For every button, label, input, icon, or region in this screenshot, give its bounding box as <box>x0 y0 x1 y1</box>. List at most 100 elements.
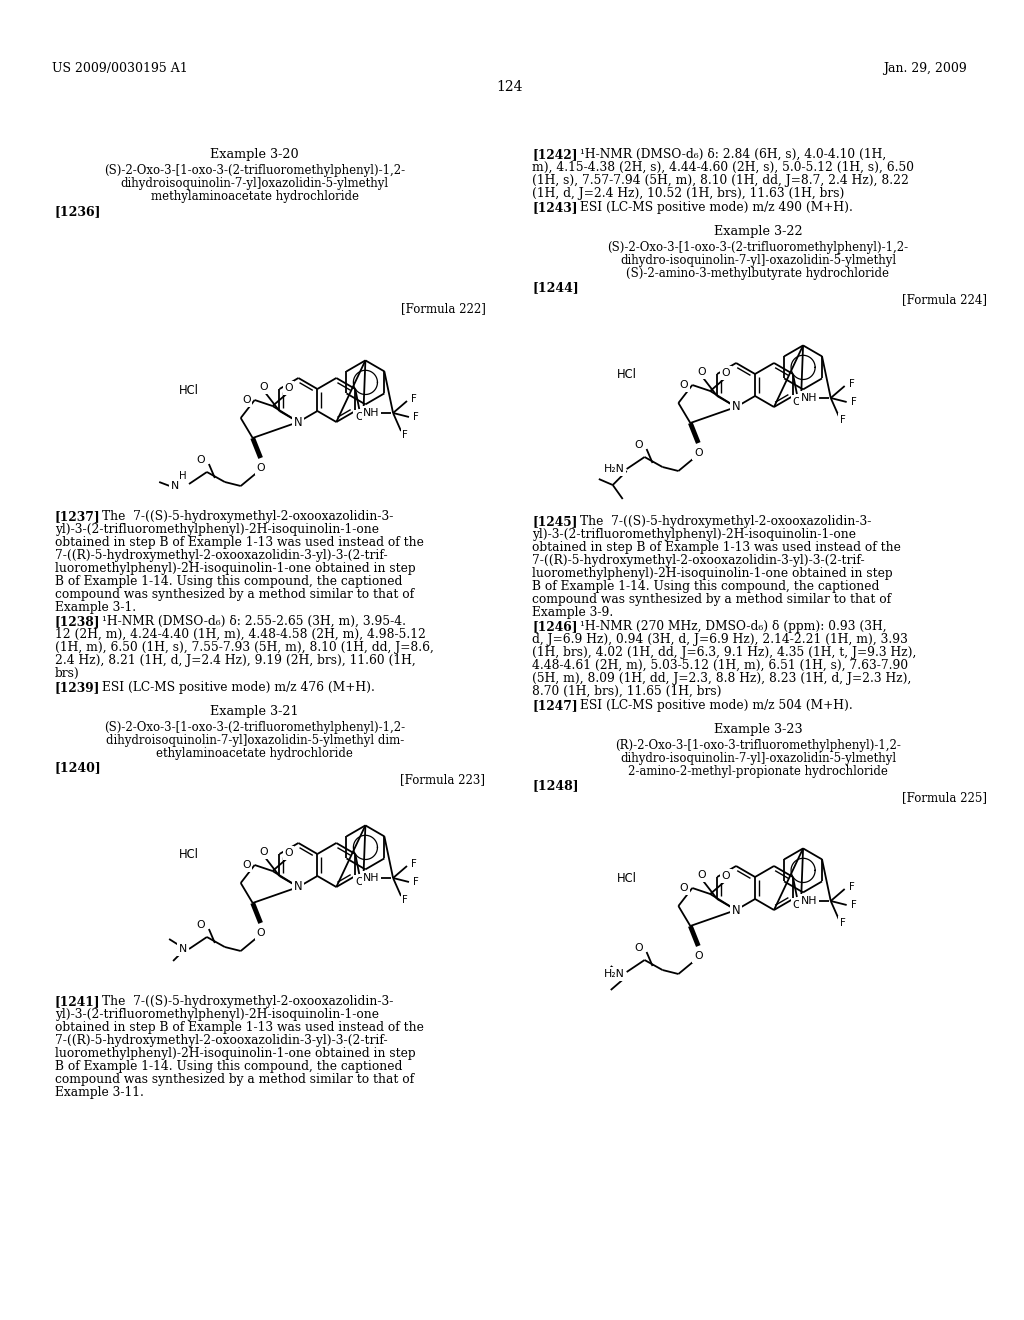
Text: compound was synthesized by a method similar to that of: compound was synthesized by a method sim… <box>54 1073 414 1086</box>
Text: HCl: HCl <box>179 384 199 396</box>
Text: The  7-((S)-5-hydroxymethyl-2-oxooxazolidin-3-: The 7-((S)-5-hydroxymethyl-2-oxooxazolid… <box>102 510 394 523</box>
Text: O: O <box>722 368 730 378</box>
Text: O: O <box>197 455 205 465</box>
Text: O: O <box>793 397 801 407</box>
Text: 8.70 (1H, brs), 11.65 (1H, brs): 8.70 (1H, brs), 11.65 (1H, brs) <box>532 685 722 698</box>
Text: N: N <box>732 903 740 916</box>
Text: O: O <box>680 883 688 894</box>
Text: [1243]: [1243] <box>532 201 578 214</box>
Text: brs): brs) <box>54 667 80 680</box>
Text: (1H, m), 6.50 (1H, s), 7.55-7.93 (5H, m), 8.10 (1H, dd, J=8.6,: (1H, m), 6.50 (1H, s), 7.55-7.93 (5H, m)… <box>54 642 433 653</box>
Text: obtained in step B of Example 1-13 was used instead of the: obtained in step B of Example 1-13 was u… <box>54 536 424 549</box>
Text: F: F <box>402 895 408 906</box>
Text: (R)-2-Oxo-3-[1-oxo-3-trifluoromethylphenyl)-1,2-: (R)-2-Oxo-3-[1-oxo-3-trifluoromethylphen… <box>615 739 901 752</box>
Text: Example 3-1.: Example 3-1. <box>54 601 136 614</box>
Text: [Formula 222]: [Formula 222] <box>400 302 485 315</box>
Text: 4.48-4.61 (2H, m), 5.03-5.12 (1H, m), 6.51 (1H, s), 7.63-7.90: 4.48-4.61 (2H, m), 5.03-5.12 (1H, m), 6.… <box>532 659 908 672</box>
Text: (S)-2-Oxo-3-[1-oxo-3-(2-trifluoromethylphenyl)-1,2-: (S)-2-Oxo-3-[1-oxo-3-(2-trifluoromethylp… <box>104 721 406 734</box>
Text: dihydroisoquinolin-7-yl]oxazolidin-5-ylmethyl: dihydroisoquinolin-7-yl]oxazolidin-5-ylm… <box>121 177 389 190</box>
Text: O: O <box>284 847 293 858</box>
Text: O: O <box>634 440 643 450</box>
Text: yl)-3-(2-trifluoromethylphenyl)-2H-isoquinolin-1-one: yl)-3-(2-trifluoromethylphenyl)-2H-isoqu… <box>532 528 856 541</box>
Text: [1242]: [1242] <box>532 148 578 161</box>
Text: F: F <box>849 379 854 389</box>
Text: 7-((R)-5-hydroxymethyl-2-oxooxazolidin-3-yl)-3-(2-trif-: 7-((R)-5-hydroxymethyl-2-oxooxazolidin-3… <box>54 1034 387 1047</box>
Text: Example 3-20: Example 3-20 <box>210 148 299 161</box>
Text: N: N <box>294 880 303 894</box>
Text: F: F <box>413 876 419 887</box>
Text: F: F <box>402 430 408 440</box>
Text: [Formula 224]: [Formula 224] <box>902 293 987 306</box>
Text: (S)-2-Oxo-3-[1-oxo-3-(2-trifluoromethylphenyl)-1,2-: (S)-2-Oxo-3-[1-oxo-3-(2-trifluoromethylp… <box>607 242 908 253</box>
Text: O: O <box>697 870 706 880</box>
Text: dihydro-isoquinolin-7-yl]-oxazolidin-5-ylmethyl: dihydro-isoquinolin-7-yl]-oxazolidin-5-y… <box>620 253 896 267</box>
Text: F: F <box>411 393 417 404</box>
Text: N: N <box>171 480 179 491</box>
Text: B of Example 1-14. Using this compound, the captioned: B of Example 1-14. Using this compound, … <box>532 579 880 593</box>
Text: compound was synthesized by a method similar to that of: compound was synthesized by a method sim… <box>532 593 891 606</box>
Text: O: O <box>694 950 702 961</box>
Text: Example 3-9.: Example 3-9. <box>532 606 613 619</box>
Text: H₂N: H₂N <box>604 465 625 474</box>
Text: [1244]: [1244] <box>532 281 579 294</box>
Text: ethylaminoacetate hydrochloride: ethylaminoacetate hydrochloride <box>157 747 353 760</box>
Text: The  7-((S)-5-hydroxymethyl-2-oxooxazolidin-3-: The 7-((S)-5-hydroxymethyl-2-oxooxazolid… <box>580 515 871 528</box>
Text: O: O <box>680 380 688 389</box>
Text: luoromethylphenyl)-2H-isoquinolin-1-one obtained in step: luoromethylphenyl)-2H-isoquinolin-1-one … <box>532 568 893 579</box>
Text: O: O <box>242 861 251 870</box>
Text: [1238]: [1238] <box>54 615 100 628</box>
Text: luoromethylphenyl)-2H-isoquinolin-1-one obtained in step: luoromethylphenyl)-2H-isoquinolin-1-one … <box>54 1047 416 1060</box>
Text: O: O <box>793 900 801 909</box>
Text: Example 3-23: Example 3-23 <box>714 723 802 737</box>
Text: N: N <box>294 416 303 429</box>
Text: (S)-2-Oxo-3-[1-oxo-3-(2-trifluoromethylphenyl)-1,2-: (S)-2-Oxo-3-[1-oxo-3-(2-trifluoromethylp… <box>104 164 406 177</box>
Text: US 2009/0030195 A1: US 2009/0030195 A1 <box>52 62 187 75</box>
Text: [Formula 225]: [Formula 225] <box>902 791 987 804</box>
Text: O: O <box>197 920 205 931</box>
Text: [1237]: [1237] <box>54 510 100 523</box>
Text: 124: 124 <box>496 81 522 94</box>
Text: HCl: HCl <box>179 849 199 862</box>
Text: 2.4 Hz), 8.21 (1H, d, J=2.4 Hz), 9.19 (2H, brs), 11.60 (1H,: 2.4 Hz), 8.21 (1H, d, J=2.4 Hz), 9.19 (2… <box>54 653 416 667</box>
Text: [1246]: [1246] <box>532 620 578 634</box>
Text: yl)-3-(2-trifluoromethylphenyl)-2H-isoquinolin-1-one: yl)-3-(2-trifluoromethylphenyl)-2H-isoqu… <box>54 1008 379 1020</box>
Text: F: F <box>840 917 846 928</box>
Text: m), 4.15-4.38 (2H, s), 4.44-4.60 (2H, s), 5.0-5.12 (1H, s), 6.50: m), 4.15-4.38 (2H, s), 4.44-4.60 (2H, s)… <box>532 161 914 174</box>
Text: yl)-3-(2-trifluoromethylphenyl)-2H-isoquinolin-1-one: yl)-3-(2-trifluoromethylphenyl)-2H-isoqu… <box>54 523 379 536</box>
Text: NH: NH <box>801 393 817 403</box>
Text: obtained in step B of Example 1-13 was used instead of the: obtained in step B of Example 1-13 was u… <box>532 541 901 554</box>
Text: [1248]: [1248] <box>532 779 579 792</box>
Text: O: O <box>355 876 364 887</box>
Text: F: F <box>849 882 854 892</box>
Text: [1247]: [1247] <box>532 700 578 711</box>
Text: (1H, d, J=2.4 Hz), 10.52 (1H, brs), 11.63 (1H, brs): (1H, d, J=2.4 Hz), 10.52 (1H, brs), 11.6… <box>532 187 845 201</box>
Text: dihydro-isoquinolin-7-yl]-oxazolidin-5-ylmethyl: dihydro-isoquinolin-7-yl]-oxazolidin-5-y… <box>620 752 896 766</box>
Text: NH: NH <box>364 408 380 418</box>
Text: O: O <box>722 871 730 880</box>
Text: dihydroisoquinolin-7-yl]oxazolidin-5-ylmethyl dim-: dihydroisoquinolin-7-yl]oxazolidin-5-ylm… <box>105 734 403 747</box>
Text: methylaminoacetate hydrochloride: methylaminoacetate hydrochloride <box>151 190 358 203</box>
Text: d, J=6.9 Hz), 0.94 (3H, d, J=6.9 Hz), 2.14-2.21 (1H, m), 3.93: d, J=6.9 Hz), 0.94 (3H, d, J=6.9 Hz), 2.… <box>532 634 908 645</box>
Text: ESI (LC-MS positive mode) m/z 490 (M+H).: ESI (LC-MS positive mode) m/z 490 (M+H). <box>580 201 853 214</box>
Text: [1241]: [1241] <box>54 995 100 1008</box>
Text: (1H, s), 7.57-7.94 (5H, m), 8.10 (1H, dd, J=8.7, 2.4 Hz), 8.22: (1H, s), 7.57-7.94 (5H, m), 8.10 (1H, dd… <box>532 174 909 187</box>
Text: HCl: HCl <box>616 871 637 884</box>
Text: ESI (LC-MS positive mode) m/z 476 (M+H).: ESI (LC-MS positive mode) m/z 476 (M+H). <box>102 681 376 694</box>
Text: 7-((R)-5-hydroxymethyl-2-oxooxazolidin-3-yl)-3-(2-trif-: 7-((R)-5-hydroxymethyl-2-oxooxazolidin-3… <box>54 549 387 562</box>
Text: ¹H-NMR (DMSO-d₆) δ: 2.84 (6H, s), 4.0-4.10 (1H,: ¹H-NMR (DMSO-d₆) δ: 2.84 (6H, s), 4.0-4.… <box>580 148 886 161</box>
Text: O: O <box>256 463 265 473</box>
Text: O: O <box>259 381 268 392</box>
Text: HCl: HCl <box>616 368 637 381</box>
Text: (S)-2-amino-3-methylbutyrate hydrochloride: (S)-2-amino-3-methylbutyrate hydrochlori… <box>627 267 890 280</box>
Text: 2-amino-2-methyl-propionate hydrochloride: 2-amino-2-methyl-propionate hydrochlorid… <box>628 766 888 777</box>
Text: N: N <box>732 400 740 413</box>
Text: NH: NH <box>801 896 817 906</box>
Text: O: O <box>256 928 265 939</box>
Text: F: F <box>840 414 846 425</box>
Text: luoromethylphenyl)-2H-isoquinolin-1-one obtained in step: luoromethylphenyl)-2H-isoquinolin-1-one … <box>54 562 416 576</box>
Text: (1H, brs), 4.02 (1H, dd, J=6.3, 9.1 Hz), 4.35 (1H, t, J=9.3 Hz),: (1H, brs), 4.02 (1H, dd, J=6.3, 9.1 Hz),… <box>532 645 916 659</box>
Text: (5H, m), 8.09 (1H, dd, J=2.3, 8.8 Hz), 8.23 (1H, d, J=2.3 Hz),: (5H, m), 8.09 (1H, dd, J=2.3, 8.8 Hz), 8… <box>532 672 911 685</box>
Text: Example 3-22: Example 3-22 <box>714 224 802 238</box>
Text: O: O <box>355 412 364 422</box>
Text: Jan. 29, 2009: Jan. 29, 2009 <box>883 62 967 75</box>
